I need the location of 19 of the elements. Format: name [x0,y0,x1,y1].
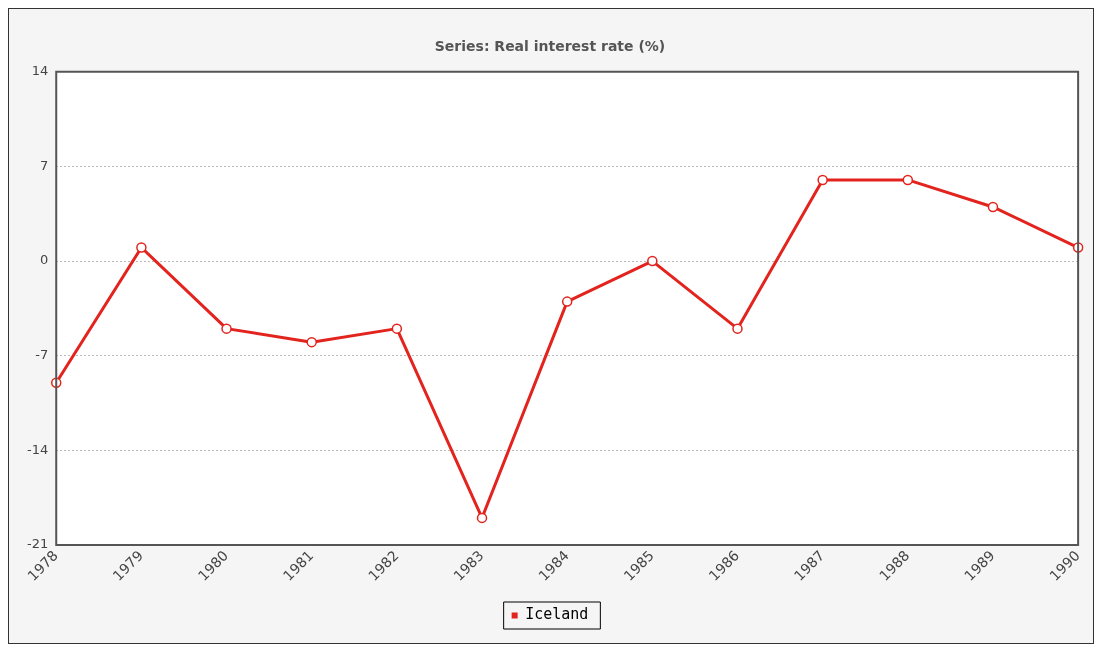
point [732,323,743,334]
point [391,323,403,334]
point [476,512,488,524]
y-tick-label: -7 [35,347,49,363]
point [987,201,999,213]
point [221,323,232,334]
point [306,336,317,348]
point [136,242,147,253]
legend-label: Iceland [525,605,589,624]
chart-title: Series: Real interest rate (%) [434,38,666,55]
y-tick-label: -14 [27,441,49,457]
point [817,174,828,186]
point [561,296,573,307]
y-tick-label: 7 [39,157,49,173]
point [647,255,658,267]
point [902,174,914,186]
y-tick-label: 0 [39,252,49,268]
y-tick-label: -21 [27,536,49,552]
y-tick-label: 14 [31,63,49,79]
